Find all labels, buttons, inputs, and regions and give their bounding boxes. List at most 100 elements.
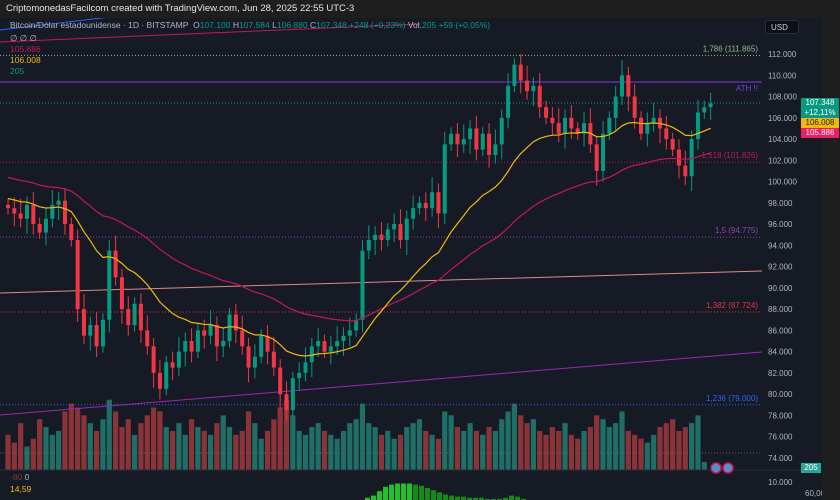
candle-body: [113, 250, 118, 278]
price-chart[interactable]: 1,786 (111.865) 1,618 (101.826) 1,5 (94.77…: [0, 18, 822, 500]
volume-bar: [188, 419, 195, 470]
bottom-axis-label: 60,00: [805, 489, 822, 498]
volume-bar: [568, 434, 574, 470]
candle-body: [468, 128, 473, 140]
candle-body: [379, 234, 384, 241]
oscillator-bar: [449, 495, 454, 500]
candle-body: [601, 133, 606, 171]
candle-body: [233, 314, 238, 331]
us-flag-event-icon[interactable]: [710, 462, 722, 474]
volume-bar: [537, 430, 543, 470]
candle-body: [278, 367, 283, 395]
y-tick-label: 92.000: [768, 263, 793, 272]
volume-bar: [169, 430, 176, 470]
volume-bar: [625, 430, 631, 470]
close-label: C: [309, 20, 317, 30]
volume-bar: [663, 423, 669, 470]
volume-bar: [461, 430, 467, 470]
candle-body: [6, 204, 10, 209]
candle-body: [499, 117, 504, 145]
volume-bar: [233, 434, 239, 470]
candle-body: [252, 356, 257, 368]
candle-body: [88, 325, 93, 336]
oscillator-bar: [473, 497, 478, 500]
volume-change: +59 (+0,05%): [438, 20, 491, 30]
candle-body: [525, 80, 530, 92]
y-tick-label: 84.000: [768, 348, 793, 357]
volume-bar: [556, 430, 562, 470]
candle-body: [442, 144, 447, 214]
volume-bar: [657, 427, 663, 470]
current-price-pct: +12,11%: [804, 108, 836, 117]
candle-body: [208, 325, 213, 336]
low-value: 106.880: [276, 20, 308, 30]
candle-body: [544, 107, 549, 118]
y-tick-label: 112.000: [768, 50, 797, 59]
y-tick-label: 108.000: [768, 93, 797, 102]
candle-body: [240, 330, 245, 347]
symbol-name[interactable]: Bitcoin/Dólar estadounidense · 1D · BITS…: [10, 20, 189, 30]
volume-bar: [429, 434, 435, 470]
candle-body: [151, 346, 156, 373]
oscillator-bar: [443, 494, 448, 500]
volume-bar: [195, 427, 201, 470]
candle-body: [138, 303, 143, 331]
candle-body: [366, 240, 371, 251]
candle-body: [493, 144, 498, 155]
us-flag-event-icon[interactable]: [722, 462, 734, 474]
candle-body: [676, 149, 681, 166]
volume-badge: 205: [801, 463, 821, 473]
y-tick-label: 98.000: [768, 199, 793, 208]
trendline-blue[interactable]: [0, 18, 110, 31]
candle-body: [56, 200, 61, 205]
volume-bar: [492, 430, 499, 470]
oscillator-bar: [389, 484, 394, 500]
oscillator-bar: [365, 497, 370, 500]
volume-bar: [87, 423, 93, 470]
volume-bar: [410, 423, 416, 470]
volume-bar: [467, 423, 473, 470]
fib-level-label: 1,618 (101.826): [702, 151, 759, 160]
trendline-top[interactable]: [0, 23, 421, 43]
candle-body: [341, 335, 346, 342]
volume-bar: [594, 415, 600, 470]
chart-area[interactable]: 1,786 (111.865) 1,618 (101.826) 1,5 (94.77…: [0, 18, 822, 500]
volume-bar: [157, 411, 163, 470]
volume-bar: [264, 430, 271, 470]
ma-fast-badge: 106.008: [801, 118, 839, 128]
volume-bar: [505, 411, 511, 470]
volume-bar: [442, 411, 448, 470]
flag-icons[interactable]: [710, 462, 734, 474]
trendline-support[interactable]: [0, 351, 763, 416]
volume-bar: [632, 434, 638, 470]
candle-body: [297, 372, 302, 379]
symbol-legend[interactable]: Bitcoin/Dólar estadounidense · 1D · BITS…: [10, 20, 490, 30]
volume-bar: [347, 423, 353, 470]
high-value: 107.584: [239, 20, 270, 30]
candle-body: [398, 224, 403, 241]
bottom-axis-top: 10.000: [768, 478, 793, 487]
candle-body: [423, 202, 428, 209]
candle-body: [100, 319, 105, 347]
volume-bar: [258, 438, 264, 470]
trendline-resistance[interactable]: [0, 270, 763, 294]
indicator-visibility-icons[interactable]: ∅ ∅ ∅: [10, 33, 37, 43]
low-label: L: [272, 20, 277, 30]
volume-bar: [353, 419, 359, 470]
y-tick-label: 102.000: [768, 156, 797, 165]
price-axis[interactable]: 112.000 110.000 108.000 106.000 104.000 102.0…: [768, 50, 797, 463]
volume-bar: [245, 411, 252, 470]
volume-bar: [600, 419, 606, 470]
currency-button[interactable]: USD: [765, 20, 799, 34]
volume-bar: [670, 419, 676, 470]
candle-body: [328, 346, 333, 352]
candle-body: [670, 139, 675, 150]
volume-bar: [334, 438, 340, 470]
candle-body: [170, 362, 175, 368]
oscillator-bar: [503, 497, 508, 500]
ath-label: ATH !!: [736, 84, 758, 93]
volume-bar: [549, 427, 555, 470]
volume-bar: [132, 434, 138, 470]
oscillator-bar: [455, 496, 460, 500]
volume-indicator-value: 205: [10, 66, 25, 76]
